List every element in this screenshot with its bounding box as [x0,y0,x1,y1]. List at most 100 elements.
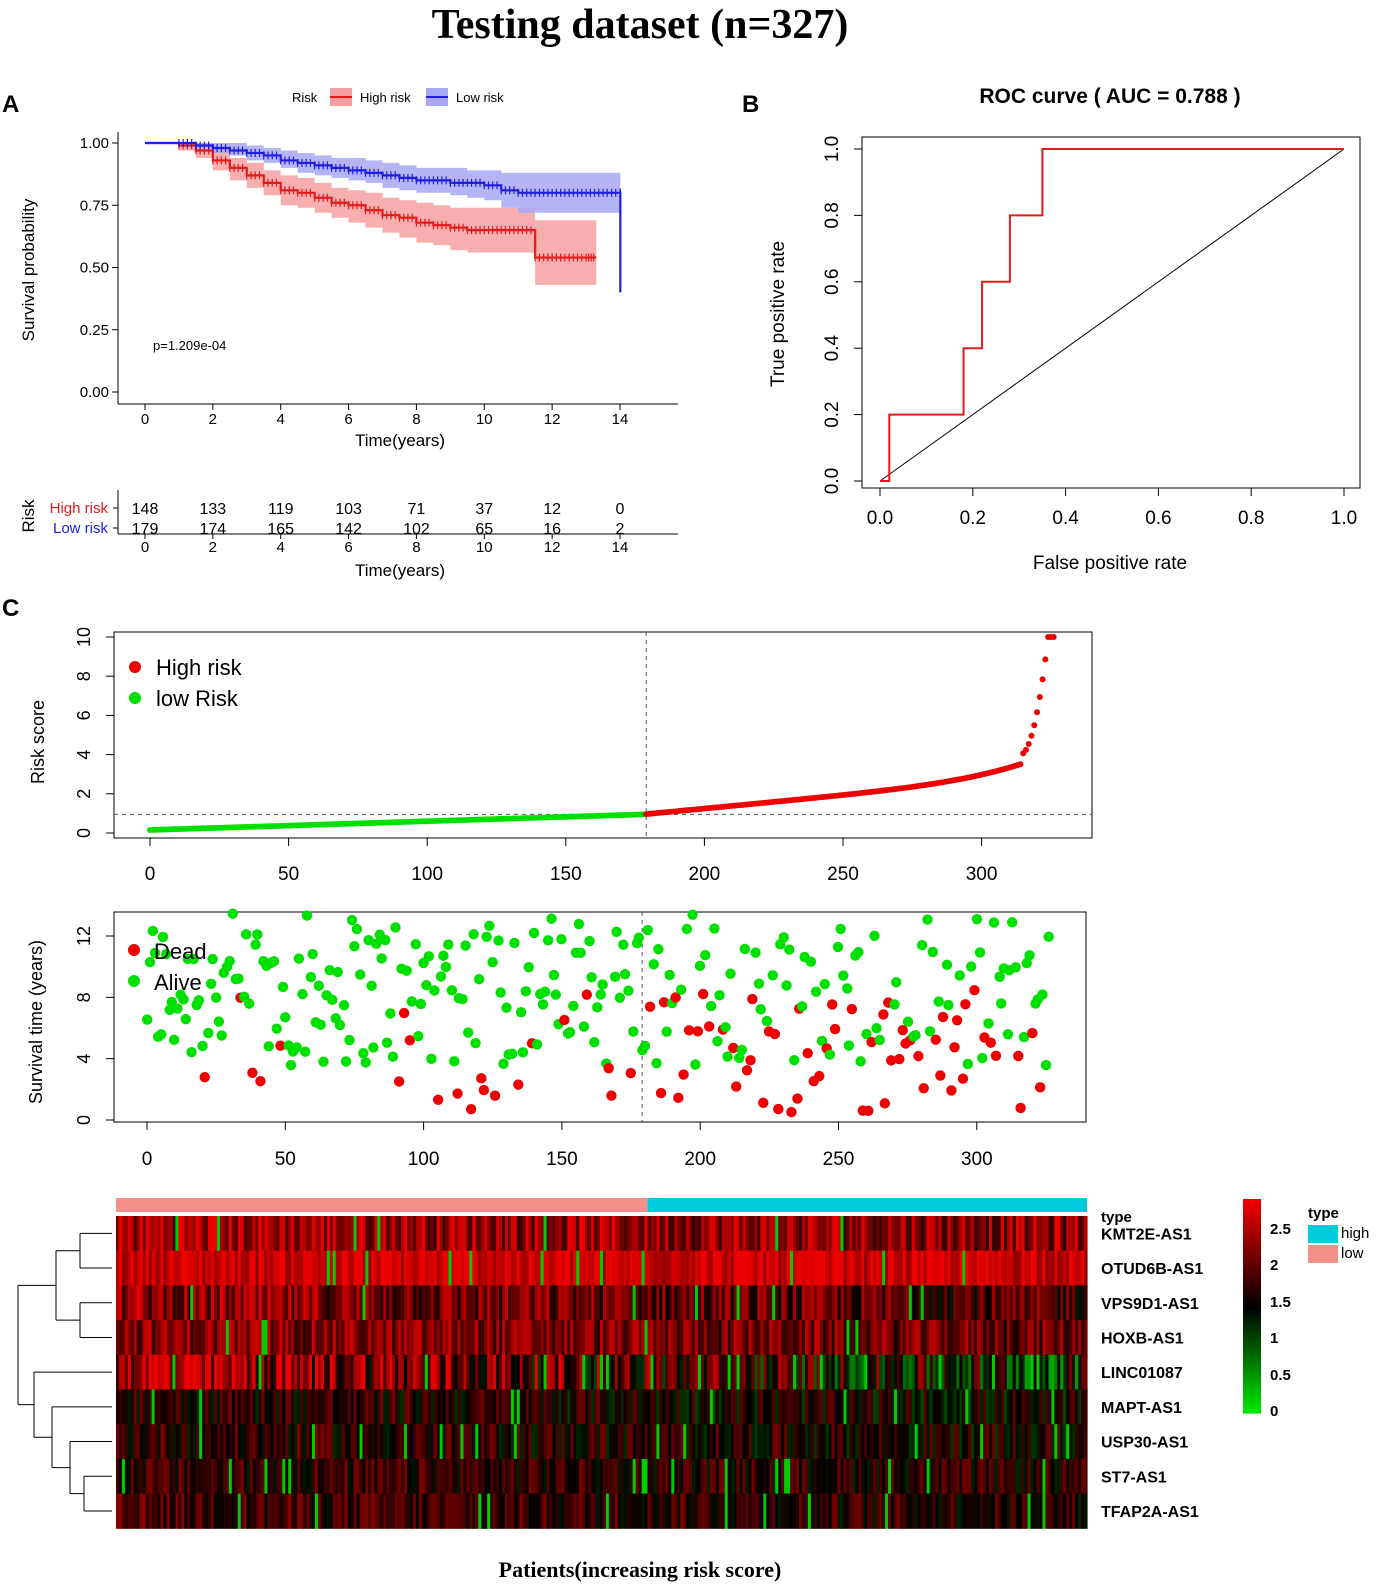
heatmap-cell [421,1354,426,1390]
heatmap-cell [169,1493,174,1529]
km-ylabel: Survival probability [19,198,38,341]
risk-score-point [1022,746,1029,753]
heatmap-cell [736,1493,741,1529]
heatmap-cell [404,1458,408,1495]
heatmap-cell [288,1458,292,1495]
heatmap-cell [472,1493,476,1529]
survival-time-point [523,961,534,973]
heatmap-cell [801,1458,806,1495]
survival-time-point [670,992,681,1003]
heatmap-cell [377,1285,381,1321]
heatmap-cell [484,1285,488,1321]
heatmap-cell [300,1493,304,1529]
heatmap-cell [398,1458,402,1495]
heatmap-cell [133,1389,138,1425]
heatmap-cell [502,1320,506,1356]
heatmap-cell [472,1285,476,1321]
heatmap-cell [543,1285,548,1321]
heatmap-cell [148,1424,153,1460]
heatmap-cell [261,1250,266,1286]
heatmap-cell [650,1285,655,1321]
heatmap-cell [252,1320,257,1356]
survival-time-point [147,925,159,937]
heatmap-cell [412,1424,417,1460]
heatmap-cell [588,1320,592,1356]
survival-time-point [346,914,358,926]
heatmap-cell [1054,1285,1058,1321]
heatmap-cell [211,1389,215,1425]
heatmap-cell [662,1389,666,1425]
risk-score-y-tick-label: 2 [74,789,94,799]
heatmap-cell [175,1285,179,1321]
heatmap-cell [442,1389,447,1425]
heatmap-cell [947,1250,952,1286]
heatmap-cell [225,1389,230,1425]
heatmap-cell [531,1216,536,1252]
heatmap-cell [798,1354,803,1390]
heatmap-cell [813,1320,818,1356]
heatmap-cell [317,1285,322,1321]
heatmap-cell [208,1458,212,1495]
heatmap-cell [893,1424,898,1460]
heatmap-cell [724,1493,729,1529]
heatmap-cell [255,1285,260,1321]
heatmap-cell [840,1285,845,1321]
roc-y-tick-label: 0.4 [822,335,843,362]
heatmap-cell [460,1285,465,1321]
heatmap-cell [825,1389,830,1425]
survival-time-point [473,973,485,985]
heatmap-cell [751,1424,756,1460]
heatmap-cell [457,1424,462,1460]
heatmap-cell [620,1493,625,1529]
heatmap-cell [695,1389,699,1425]
heatmap-cell [825,1216,830,1252]
heatmap-cell [739,1250,744,1286]
heatmap-cell [781,1493,785,1529]
heatmap-cell [641,1250,646,1286]
survival-time-point [263,1041,275,1052]
heatmap-cell [519,1493,524,1529]
heatmap-cell [205,1389,209,1425]
heatmap-cell [231,1250,236,1286]
heatmap-cell [980,1493,984,1529]
heatmap-cell [222,1424,227,1460]
type-legend-high-label: high [1341,1225,1369,1242]
heatmap-cell [306,1389,310,1425]
survival-time-point [381,1037,393,1048]
heatmap-cell [855,1216,859,1252]
risk-table-row-label: High risk [50,500,109,517]
heatmap-cell [600,1216,604,1252]
heatmap-cell [861,1493,865,1529]
heatmap-cell [136,1250,141,1286]
heatmap-cell [306,1458,310,1495]
survival-time-point [178,994,189,1005]
heatmap-cell [190,1424,194,1460]
heatmap-cell [344,1424,349,1460]
heatmap-cell [944,1389,949,1425]
heatmap-cell [1009,1389,1014,1425]
heatmap-cell [389,1320,393,1356]
heatmap-cell [442,1458,447,1495]
heatmap-cell [852,1389,856,1425]
heatmap-cell [968,1250,972,1286]
heatmap-cell [445,1216,450,1252]
heatmap-cell [700,1354,705,1390]
heatmap-cell [160,1389,165,1425]
heatmap-cell [754,1493,758,1529]
heatmap-cell [415,1458,420,1495]
heatmap-cell [582,1424,586,1460]
colorbar-segment [1243,1384,1261,1389]
type-legend-high-swatch [1308,1225,1338,1243]
heatmap-cell [602,1424,607,1460]
heatmap-cell [469,1320,473,1356]
heatmap-cell [638,1285,643,1321]
heatmap-cell [427,1389,432,1425]
heatmap-cell [341,1250,346,1286]
heatmap-cell [778,1320,782,1356]
heatmap-cell [1072,1216,1076,1252]
heatmap-cell [525,1458,530,1495]
heatmap-cell [231,1320,236,1356]
heatmap-cell [510,1389,515,1425]
heatmap-cell [332,1250,337,1286]
heatmap-cell [629,1458,634,1495]
